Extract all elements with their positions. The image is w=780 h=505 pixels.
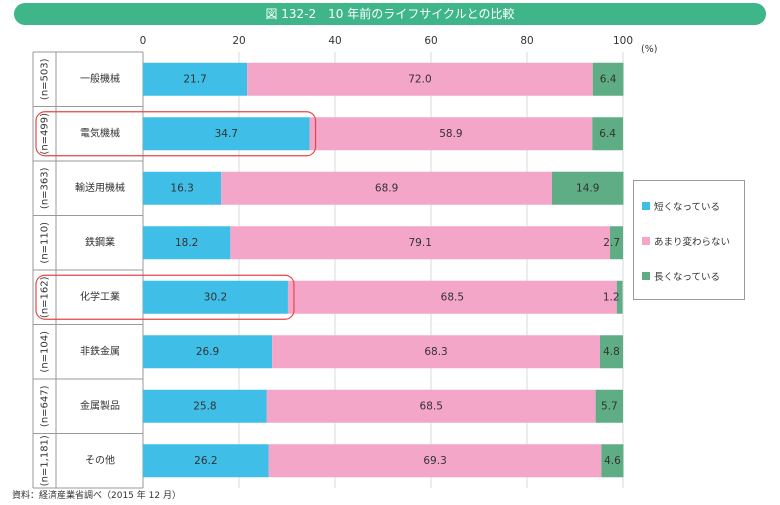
x-tick-label: 40 [328,35,341,47]
sample-size-label: (n=499) [40,113,51,155]
sample-size-label: (n=110) [40,222,51,264]
sample-size-label: (n=647) [40,385,51,427]
bar-segment [143,117,310,151]
bar-segment [272,335,600,369]
chart-title: 図 132-2 10 年前のライフサイクルとの比較 [14,3,766,25]
sample-size-label: (n=503) [40,58,51,100]
data-label: 4.8 [603,346,620,358]
legend-item: あまり変わらない [642,234,730,248]
bar-segment [143,280,288,314]
bar-segment [551,171,624,205]
legend-item: 短くなっている [642,199,720,213]
data-label: 68.3 [424,346,447,358]
data-label: 4.6 [604,455,621,467]
data-label: 69.3 [423,455,446,467]
category-label: 輸送用機械 [75,181,125,194]
bar-segment [143,171,222,205]
legend-swatch [642,202,650,210]
category-label: 鉄鋼業 [85,235,115,248]
category-label: その他 [85,453,115,466]
legend-label: あまり変わらない [654,237,731,248]
bar-segment [268,444,602,478]
bar-segment [266,389,596,423]
category-label: 化学工業 [80,290,120,303]
sample-size-label: (n=104) [40,331,51,373]
data-label: 16.3 [170,182,193,194]
data-label: 6.4 [599,128,616,140]
bar-segment [595,389,623,423]
data-label: 30.2 [204,291,227,303]
legend-swatch [642,272,650,280]
data-label: 34.7 [215,128,238,140]
category-label: 非鉄金属 [80,344,120,357]
data-label: 72.0 [408,73,431,85]
bar-segment [592,117,623,151]
data-label: 68.9 [375,182,398,194]
bar-segment [230,226,611,260]
unit-label: (%) [641,44,657,55]
bar-segment [143,62,248,96]
data-label: 25.8 [193,400,216,412]
bar-segment [616,280,623,314]
data-label: 14.9 [576,182,599,194]
sample-size-label: (n=162) [40,276,51,318]
bar-segment [143,335,273,369]
legend-label: 短くなっている [654,202,721,213]
category-label: 一般機械 [80,72,120,85]
legend: 短くなっている あまり変わらない 長くなっている [633,180,745,300]
data-label: 1.2 [603,291,620,303]
data-label: 68.5 [420,400,443,412]
data-label: 58.9 [439,128,462,140]
data-label: 26.9 [196,346,219,358]
bar-segment [247,62,593,96]
legend-label: 長くなっている [654,272,721,283]
bar-segment [599,335,623,369]
bar-segment [610,226,623,260]
data-label: 21.7 [183,73,206,85]
bar-segment [143,444,269,478]
bar-segment [287,280,617,314]
bar-segment [309,117,593,151]
bar-segment [143,226,231,260]
category-label: 電気機械 [80,126,120,139]
data-label: 18.2 [175,237,198,249]
source-note: 資料：経済産業省調べ（2015 年 12 月） [12,491,181,501]
category-label: 金属製品 [80,399,120,412]
data-label: 6.4 [600,73,617,85]
data-label: 68.5 [441,291,464,303]
highlight-outline [35,111,317,157]
data-label: 79.1 [409,237,432,249]
highlight-outline [35,274,295,320]
bar-segment [143,389,267,423]
bar-segment [221,171,552,205]
sample-size-label: (n=1,181) [40,435,51,486]
x-tick-label: 60 [424,35,437,47]
data-label: 2.7 [603,237,620,249]
x-tick-label: 80 [520,35,533,47]
x-tick-label: 100 [613,35,633,47]
bar-segment [592,62,624,96]
sample-size-label: (n=363) [40,167,51,209]
bar-segment [601,444,624,478]
data-label: 5.7 [601,400,618,412]
legend-item: 長くなっている [642,269,720,283]
x-tick-label: 20 [232,35,245,47]
x-tick-label: 0 [140,35,147,47]
legend-swatch [642,237,650,245]
data-label: 26.2 [194,455,217,467]
